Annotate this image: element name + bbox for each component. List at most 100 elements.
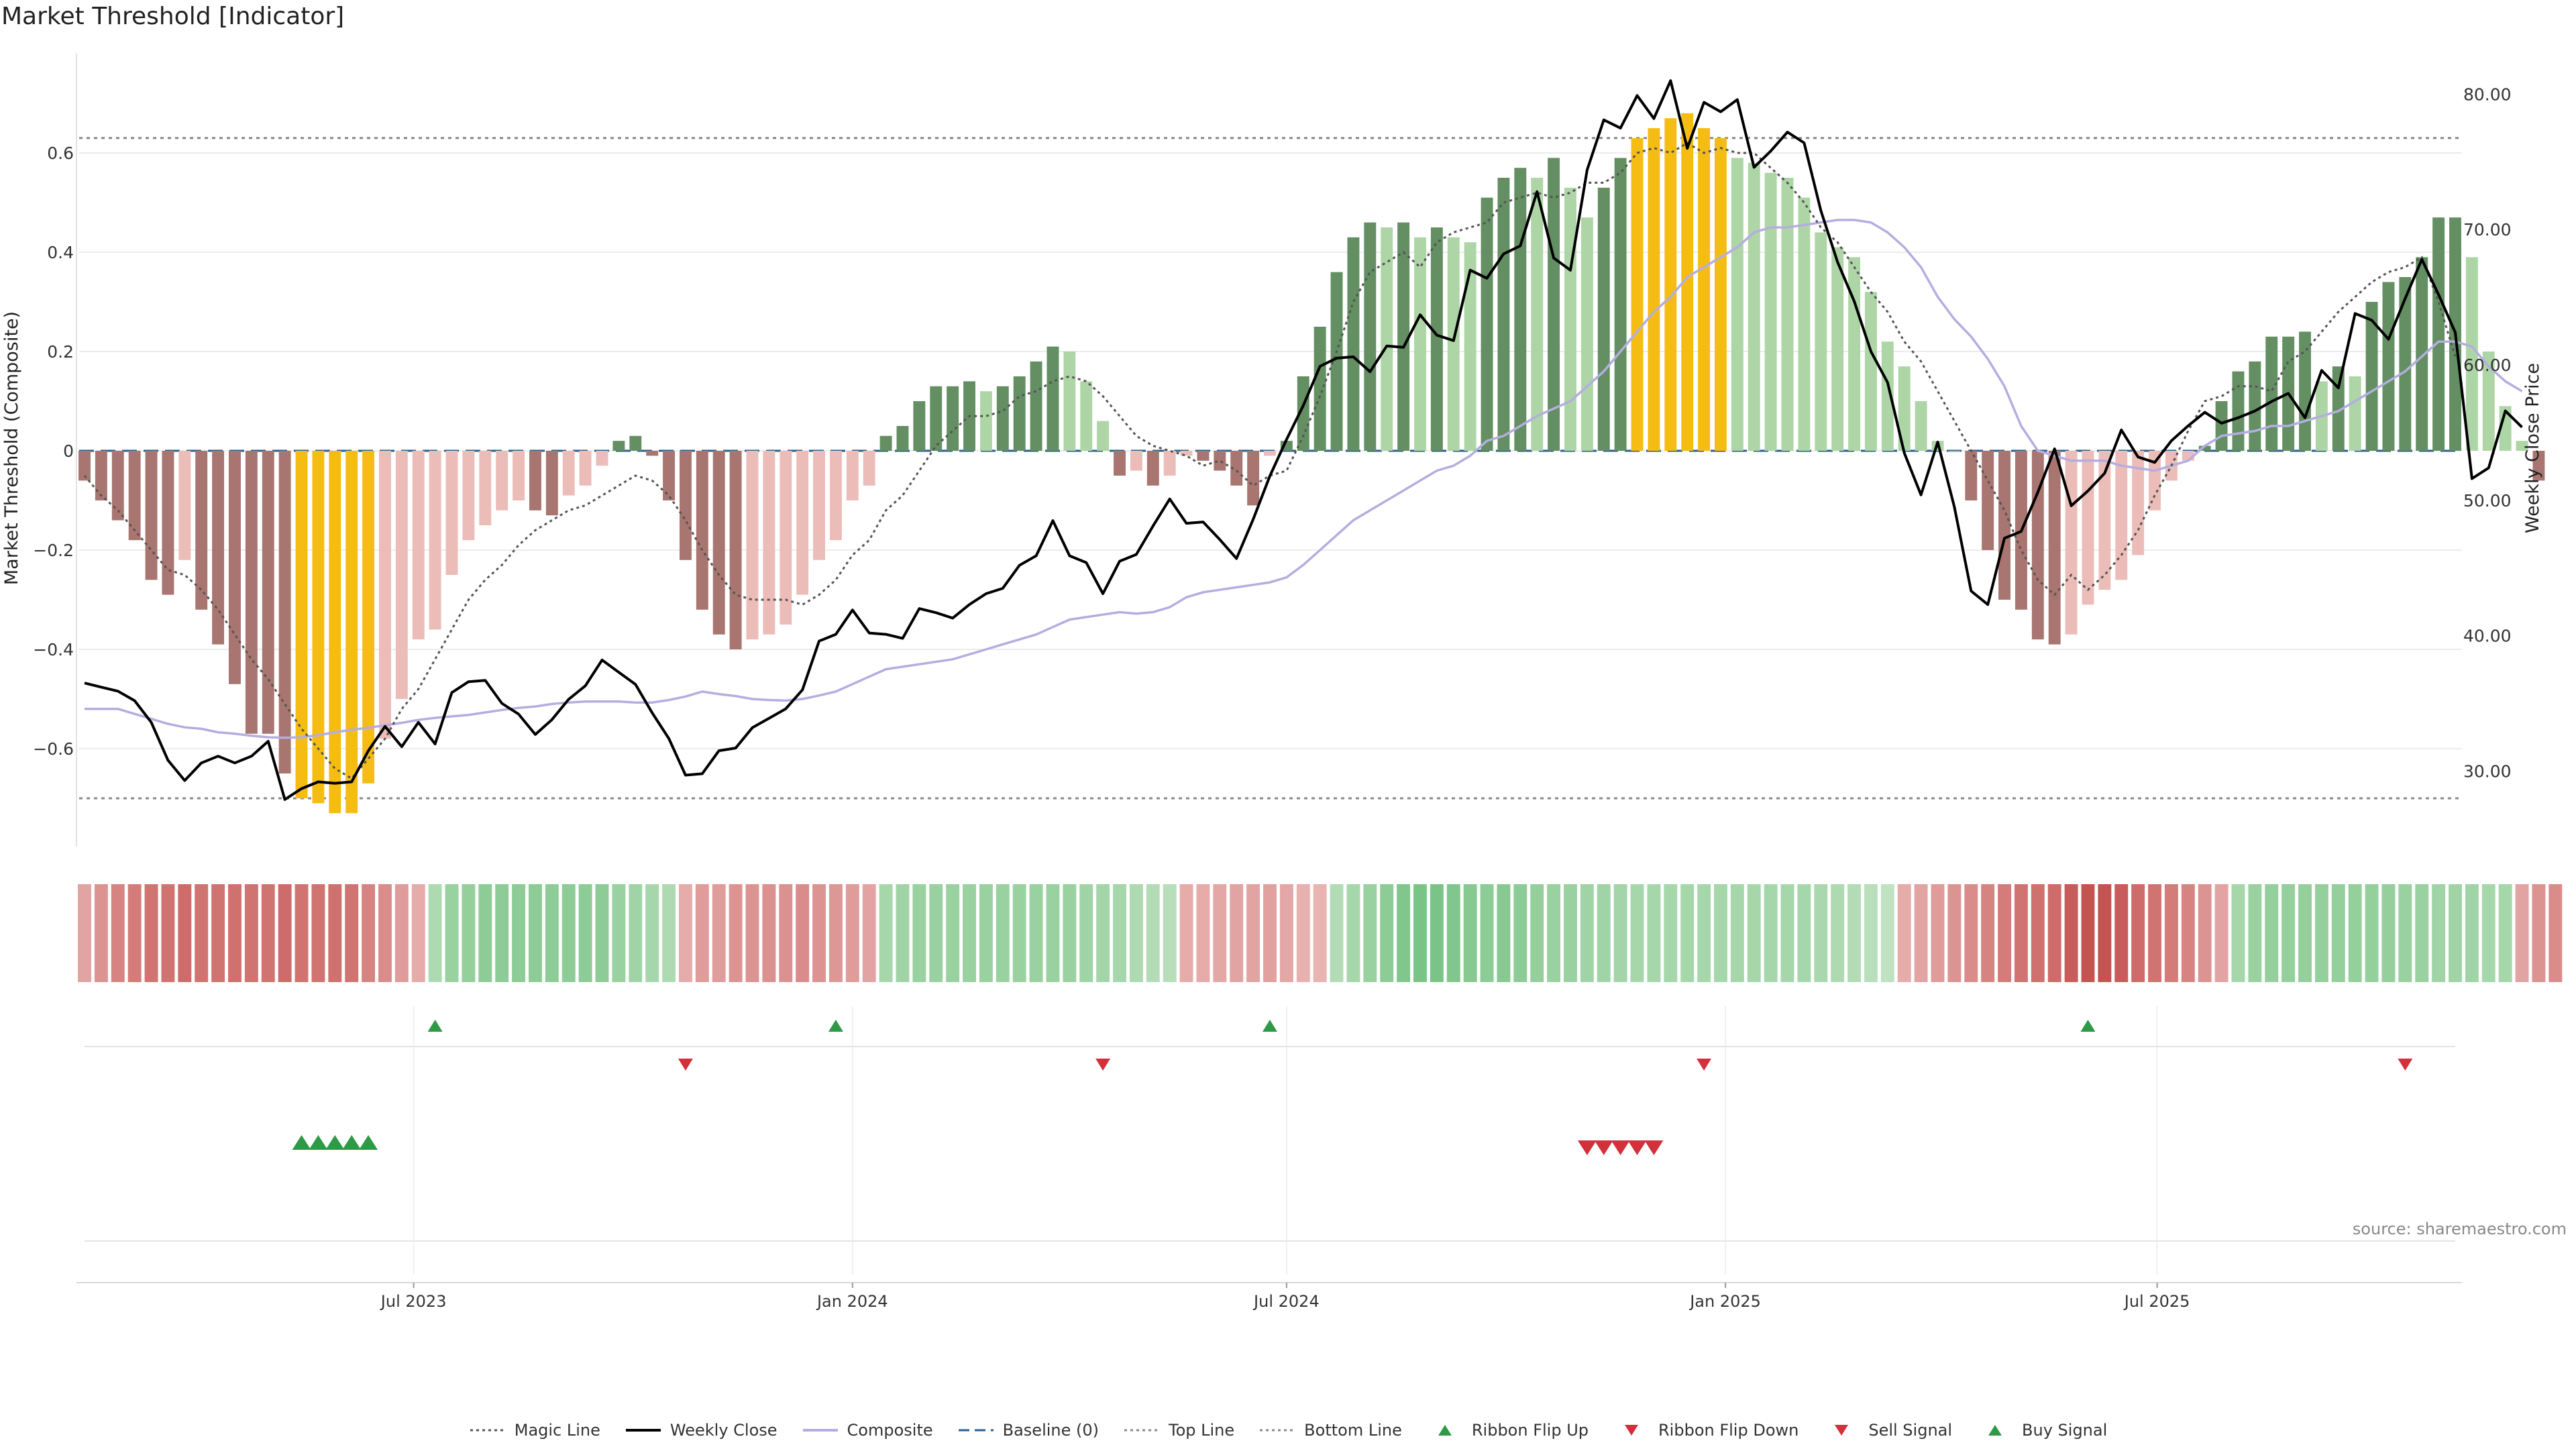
ribbon-cell <box>896 884 910 982</box>
ribbon-cell <box>144 884 158 982</box>
composite-bar <box>579 451 592 486</box>
composite-bar <box>612 441 625 451</box>
ribbon-cell <box>2064 884 2078 982</box>
ribbon-cell <box>1029 884 1043 982</box>
composite-bar <box>1698 128 1711 451</box>
composite-bar <box>746 451 759 640</box>
composite-bar <box>345 451 358 814</box>
legend-swatch <box>1625 1425 1638 1436</box>
composite-bar <box>1146 451 1159 486</box>
ribbon-cell <box>378 884 392 982</box>
chart-title: Market Threshold [Indicator] <box>1 3 345 30</box>
composite-bar <box>111 451 124 521</box>
composite-bar <box>1046 346 1059 451</box>
y-tick-label-right: 40.00 <box>2463 627 2512 646</box>
composite-bar <box>913 401 926 451</box>
ribbon-cell <box>2381 884 2396 982</box>
composite-bar <box>1831 247 1844 451</box>
ribbon-cell <box>662 884 676 982</box>
legend-label: Ribbon Flip Down <box>1658 1421 1799 1440</box>
ribbon-cell <box>712 884 726 982</box>
ribbon-cell <box>2282 884 2296 982</box>
ribbon-cell <box>2047 884 2061 982</box>
ribbon-cell <box>1279 884 1293 982</box>
ribbon-cell <box>2164 884 2178 982</box>
ribbon-cell <box>278 884 292 982</box>
composite-bar <box>829 451 842 541</box>
ribbon-cell <box>195 884 209 982</box>
ribbon-cell <box>2331 884 2345 982</box>
composite-bar <box>2299 331 2311 451</box>
composite-bar <box>1247 451 1260 506</box>
composite-bar <box>1030 361 1042 451</box>
ribbon-cell <box>1831 884 1845 982</box>
composite-bar <box>1180 451 1193 456</box>
legend-swatch <box>1988 1425 2002 1436</box>
legend-item: Weekly Close <box>625 1421 777 1440</box>
ribbon-flip-down-marker <box>678 1059 693 1071</box>
ribbon-flip-up-marker <box>828 1020 843 1032</box>
ribbon-cell <box>311 884 325 982</box>
composite-bar <box>646 451 659 456</box>
composite-bar <box>796 451 809 595</box>
legend-swatch <box>1124 1429 1160 1432</box>
legend-swatch <box>1260 1429 1295 1432</box>
composite-bar <box>1230 451 1243 486</box>
ribbon-cell <box>796 884 810 982</box>
ribbon-cell <box>2365 884 2379 982</box>
composite-bar <box>1464 242 1477 451</box>
composite-bar <box>128 451 141 541</box>
ribbon-cell <box>1680 884 1695 982</box>
ribbon-cell <box>595 884 609 982</box>
legend-item: Top Line <box>1123 1421 1234 1440</box>
ribbon-cell <box>294 884 309 982</box>
legend-swatch <box>958 1429 994 1432</box>
composite-bar <box>1080 381 1093 451</box>
composite-bar <box>529 451 541 511</box>
ribbon-cell <box>1580 884 1594 982</box>
composite-bar <box>1731 158 1743 451</box>
ribbon-cell <box>1397 884 1411 982</box>
ribbon-cell <box>762 884 776 982</box>
composite-bar <box>2132 451 2145 555</box>
composite-bar <box>2249 361 2261 451</box>
ribbon-cell <box>362 884 376 982</box>
x-axis: Jul 2023 Jan 2024 Jul 2024 Jan 2025 Jul 2025 <box>76 1282 2462 1311</box>
ribbon-cell <box>1296 884 1310 982</box>
ribbon-cell <box>1346 884 1360 982</box>
y-tick-label-right: 80.00 <box>2463 85 2512 104</box>
composite-bar <box>1481 197 1493 451</box>
ribbon-flip-down-marker <box>2398 1059 2413 1071</box>
composite-bar <box>1313 327 1326 451</box>
legend-item: Baseline (0) <box>957 1421 1099 1440</box>
ribbon-cell <box>111 884 125 982</box>
composite-bar <box>1347 237 1360 451</box>
legend-item: Bottom Line <box>1258 1421 1402 1440</box>
ribbon-cell <box>1213 884 1227 982</box>
buy-signal-marker <box>359 1135 378 1150</box>
composite-bar <box>1197 451 1210 461</box>
ribbon-cell <box>1964 884 1978 982</box>
composite-bar <box>1130 451 1142 471</box>
ribbon-cell <box>2348 884 2362 982</box>
ribbon-cell <box>745 884 759 982</box>
ribbon-cell <box>1246 884 1260 982</box>
composite-bar <box>2115 451 2128 580</box>
composite-bar <box>496 451 508 511</box>
ribbon-cell <box>879 884 893 982</box>
legend-label: Sell Signal <box>1868 1421 1953 1440</box>
ribbon-cell <box>1630 884 1644 982</box>
ribbon-flip-down-marker <box>1697 1059 1712 1071</box>
composite-bar <box>379 451 391 739</box>
composite-bar <box>2232 371 2245 451</box>
composite-bar <box>462 451 475 541</box>
weekly-close-line <box>84 79 2523 801</box>
ribbon-cell <box>2248 884 2262 982</box>
ribbon-cell <box>2298 884 2312 982</box>
composite-bar <box>395 451 408 699</box>
ribbon-cell <box>495 884 509 982</box>
composite-bar <box>712 451 725 635</box>
ribbon-cell <box>1430 884 1444 982</box>
ribbon-cell <box>2098 884 2112 982</box>
composite-bar <box>2065 451 2078 635</box>
